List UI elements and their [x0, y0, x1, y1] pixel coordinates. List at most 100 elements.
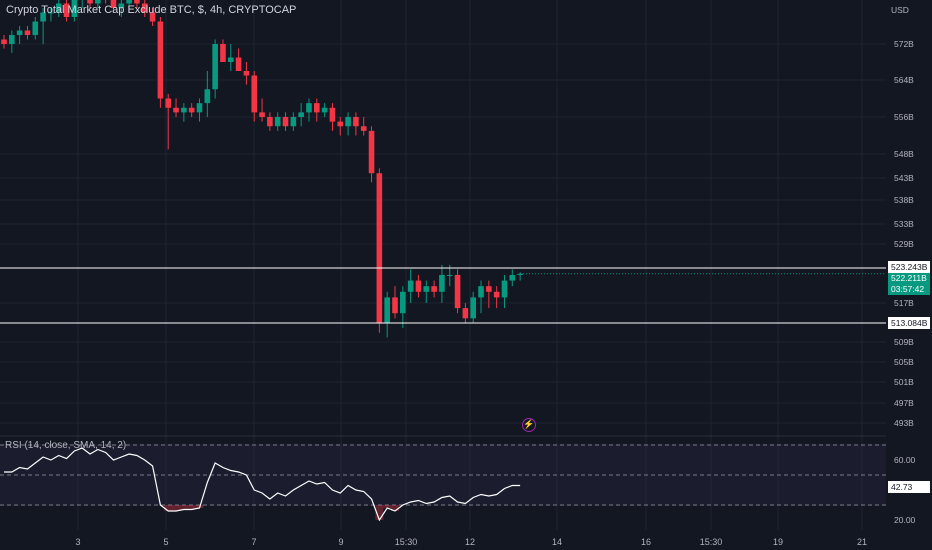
candle-body: [478, 286, 484, 298]
candle-body: [454, 274, 461, 309]
candle-body: [212, 44, 218, 90]
candles-layer: [1, 0, 523, 338]
rsi-oversold-fill: [187, 505, 196, 510]
candle-body: [251, 75, 258, 113]
candle-body: [48, 12, 54, 14]
price-tick-label: 505B: [894, 357, 914, 367]
candle-body: [517, 273, 523, 275]
candle-body: [439, 274, 445, 292]
price-tick-label: 572B: [894, 39, 914, 49]
candle-body: [181, 107, 187, 113]
candle-body: [353, 117, 359, 127]
time-axis[interactable]: 3 5 7 9 15:30 12 14 16 15:30 19 21: [75, 537, 867, 547]
candle-body: [282, 117, 289, 127]
candle-body: [423, 286, 430, 292]
candle-body: [1, 39, 7, 44]
last-price-value: 522.211B: [891, 273, 927, 283]
candle-body: [95, 0, 101, 4]
price-tick-label: 497B: [894, 398, 914, 408]
candle-body: [16, 30, 23, 35]
price-tick-label: 533B: [894, 219, 914, 229]
candle-body: [446, 274, 453, 276]
candle-body: [470, 297, 476, 319]
rsi-oversold-fill: [172, 505, 181, 511]
lightning-icon[interactable]: ⚡: [522, 418, 536, 432]
rsi-tick-label: 20.00: [894, 515, 916, 525]
candle-body: [173, 107, 179, 113]
time-tick-label: 14: [552, 537, 562, 547]
candle-body: [227, 57, 234, 62]
time-tick-label: 21: [857, 537, 867, 547]
candle-body: [407, 280, 414, 292]
rsi-oversold-fill: [179, 505, 188, 510]
candle-body: [157, 21, 164, 99]
candle-body: [24, 30, 31, 35]
time-tick-label: 19: [773, 537, 783, 547]
time-tick-label: 15:30: [700, 537, 723, 547]
price-tick-label: 538B: [894, 195, 914, 205]
candle-body: [188, 107, 195, 113]
candle-body: [40, 12, 46, 22]
rsi-oversold-fill: [391, 505, 399, 511]
candle-body: [314, 103, 320, 113]
price-axis[interactable]: 572B 564B 556B 548B 543B 538B 533B 529B 517B 509B…: [894, 39, 916, 525]
time-tick-label: 15:30: [395, 537, 418, 547]
last-price-tag: 522.211B 03:57:42: [888, 273, 930, 295]
candle-body: [32, 21, 39, 35]
candle-body: [110, 0, 117, 8]
price-tick-label: 564B: [894, 75, 914, 85]
rsi-value-label: 42.73: [888, 481, 930, 493]
price-tick-label: 517B: [894, 298, 914, 308]
price-tick-label: 548B: [894, 149, 914, 159]
candle-body: [134, 0, 140, 4]
candle-body: [493, 291, 500, 298]
candle-body: [290, 117, 297, 127]
time-tick-label: 9: [338, 537, 343, 547]
price-tick-label: 493B: [894, 418, 914, 428]
candle-body: [384, 297, 390, 324]
time-tick-label: 7: [251, 537, 256, 547]
candle-body: [118, 3, 125, 8]
time-tick-label: 16: [641, 537, 651, 547]
currency-label: USD: [891, 5, 909, 15]
candle-body: [415, 280, 422, 292]
candle-body: [204, 89, 211, 104]
candle-body: [149, 12, 156, 22]
candle-body: [165, 98, 172, 108]
candle-body: [259, 112, 265, 117]
time-tick-label: 12: [465, 537, 475, 547]
candle-body: [431, 286, 437, 292]
candle-body: [400, 291, 406, 314]
candle-body: [267, 117, 273, 127]
bar-countdown: 03:57:42: [891, 284, 925, 294]
price-tick-label: 556B: [894, 112, 914, 122]
price-tick-label: 501B: [894, 377, 914, 387]
candle-body: [243, 71, 250, 76]
price-tick-label: 543B: [894, 173, 914, 183]
time-tick-label: 5: [163, 537, 168, 547]
rsi-tick-label: 60.00: [894, 455, 916, 465]
candle-body: [126, 0, 132, 4]
rsi-oversold-fill: [375, 505, 384, 520]
rsi-oversold-fill: [164, 505, 173, 511]
support-level-label: 513.084B: [888, 317, 930, 329]
candle-body: [392, 297, 398, 314]
price-tick-label: 509B: [894, 337, 914, 347]
candle-body: [71, 0, 78, 17]
candle-body: [376, 173, 383, 324]
rsi-line: [4, 447, 521, 522]
price-tick-label: 529B: [894, 239, 914, 249]
candle-body: [9, 35, 15, 44]
candle-body: [63, 3, 70, 17]
candle-body: [368, 130, 375, 174]
candle-body: [235, 57, 242, 71]
candle-body: [509, 274, 516, 281]
resistance-level-label: 523.243B: [888, 261, 930, 273]
candle-body: [298, 112, 304, 117]
rsi-title: RSI (14, close, SMA, 14, 2): [5, 440, 127, 451]
candle-body: [329, 107, 336, 122]
candle-body: [321, 107, 328, 113]
candle-body: [196, 103, 203, 113]
candle-body: [345, 117, 351, 127]
